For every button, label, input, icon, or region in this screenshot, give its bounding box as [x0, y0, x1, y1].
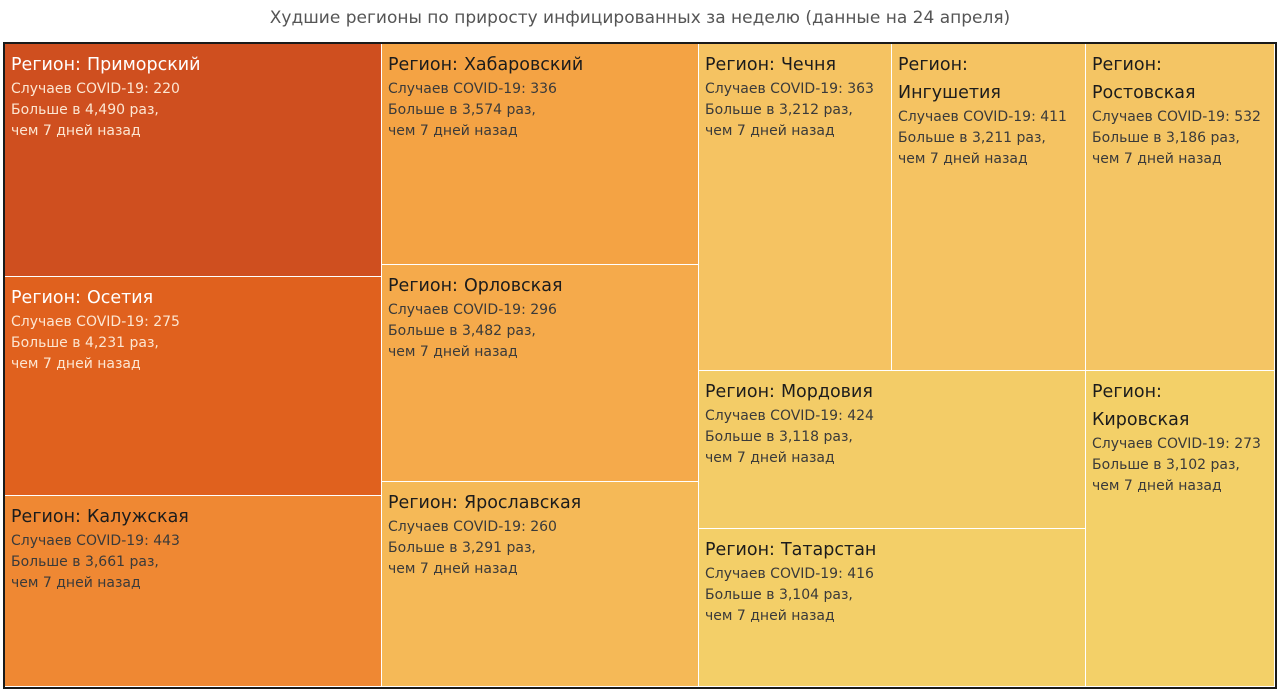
tile-ratio-tail: чем 7 дней назад [11, 575, 141, 591]
tile-region-value: Ярославская [463, 493, 582, 513]
treemap-tile[interactable]: Регион: Кировская Случаев COVID-19: 273 Бол… [1086, 371, 1275, 687]
tile-ratio: Больше в 3,482 раз, [388, 323, 536, 339]
tile-ratio: Больше в 3,118 раз, [705, 429, 853, 445]
tile-region-label: Регион: [11, 507, 81, 527]
tile-region-name: Регион: Ингушетия [898, 51, 1079, 107]
tile-region-value: Чечня [780, 55, 837, 75]
tile-cases: Случаев COVID-19: 220 [11, 81, 180, 97]
tile-region-label: Регион: [1092, 382, 1162, 402]
tile-region-name: Регион: Кировская [1092, 378, 1268, 434]
treemap: Регион: Приморский Случаев COVID-19: 220 Бо… [3, 42, 1277, 689]
tile-ratio: Больше в 3,291 раз, [388, 540, 536, 556]
tile-ratio: Больше в 3,102 раз, [1092, 457, 1240, 473]
treemap-tile[interactable]: Регион: Орловская Случаев COVID-19: 296 Бол… [382, 265, 699, 482]
treemap-tile[interactable]: Регион: Ярославская Случаев COVID-19: 260 Б… [382, 482, 699, 687]
tile-cases: Случаев COVID-19: 532 [1092, 109, 1261, 125]
tile-region-value: Кировская [1092, 410, 1190, 430]
tile-cases: Случаев COVID-19: 411 [898, 109, 1067, 125]
tile-region-label: Регион: [898, 55, 968, 75]
tile-cases: Случаев COVID-19: 336 [388, 81, 557, 97]
tile-region-name: Регион: Ярославская [388, 489, 692, 517]
tile-cases: Случаев COVID-19: 275 [11, 314, 180, 330]
tile-cases: Случаев COVID-19: 273 [1092, 436, 1261, 452]
tile-region-name: Регион: Орловская [388, 272, 692, 300]
chart-title: Худшие регионы по приросту инфицированны… [269, 8, 1011, 28]
tile-region-name: Регион: Чечня [705, 51, 885, 79]
treemap-tile[interactable]: Регион: Осетия Случаев COVID-19: 275 Больше… [5, 277, 382, 496]
treemap-tile[interactable]: Регион: Хабаровский Случаев COVID-19: 336 Б… [382, 44, 699, 265]
tile-ratio: Больше в 3,104 раз, [705, 587, 853, 603]
tile-region-label: Регион: [705, 382, 775, 402]
tile-region-label: Регион: [388, 55, 458, 75]
treemap-tile[interactable]: Регион: Ингушетия Случаев COVID-19: 411 Бол… [892, 44, 1086, 371]
tile-region-value: Орловская [463, 276, 563, 296]
tile-cases: Случаев COVID-19: 443 [11, 533, 180, 549]
tile-region-label: Регион: [11, 288, 81, 308]
tile-region-label: Регион: [705, 540, 775, 560]
tile-region-name: Регион: Ростовская [1092, 51, 1268, 107]
treemap-tile[interactable]: Регион: Приморский Случаев COVID-19: 220 Бо… [5, 44, 382, 277]
tile-region-value: Осетия [86, 288, 154, 308]
tile-ratio-tail: чем 7 дней назад [388, 561, 518, 577]
tile-region-name: Регион: Татарстан [705, 536, 1079, 564]
tile-ratio: Больше в 3,574 раз, [388, 102, 536, 118]
tile-region-value: Калужская [86, 507, 189, 527]
tile-ratio-tail: чем 7 дней назад [388, 344, 518, 360]
tile-ratio-tail: чем 7 дней назад [705, 123, 835, 139]
treemap-tile[interactable]: Регион: Мордовия Случаев COVID-19: 424 Боль… [699, 371, 1086, 529]
tile-cases: Случаев COVID-19: 260 [388, 519, 557, 535]
tile-region-label: Регион: [388, 276, 458, 296]
tile-ratio-tail: чем 7 дней назад [705, 450, 835, 466]
tile-ratio-tail: чем 7 дней назад [388, 123, 518, 139]
tile-ratio: Больше в 4,231 раз, [11, 335, 159, 351]
treemap-tile[interactable]: Регион: Чечня Случаев COVID-19: 363 Больше … [699, 44, 892, 371]
tile-ratio-tail: чем 7 дней назад [11, 123, 141, 139]
tile-region-name: Регион: Осетия [11, 284, 375, 312]
tile-cases: Случаев COVID-19: 424 [705, 408, 874, 424]
tile-ratio: Больше в 3,661 раз, [11, 554, 159, 570]
treemap-tile[interactable]: Регион: Калужская Случаев COVID-19: 443 Бол… [5, 496, 382, 687]
tile-region-label: Регион: [1092, 55, 1162, 75]
tile-region-name: Регион: Калужская [11, 503, 375, 531]
treemap-tile[interactable]: Регион: Ростовская Случаев COVID-19: 532 Бо… [1086, 44, 1275, 371]
tile-ratio: Больше в 3,211 раз, [898, 130, 1046, 146]
tile-ratio: Больше в 3,186 раз, [1092, 130, 1240, 146]
tile-cases: Случаев COVID-19: 296 [388, 302, 557, 318]
tile-region-value: Хабаровский [463, 55, 584, 75]
treemap-tile[interactable]: Регион: Татарстан Случаев COVID-19: 416 Бол… [699, 529, 1086, 687]
tile-region-label: Регион: [388, 493, 458, 513]
tile-ratio: Больше в 3,212 раз, [705, 102, 853, 118]
tile-cases: Случаев COVID-19: 416 [705, 566, 874, 582]
tile-region-value: Ростовская [1092, 83, 1196, 103]
tile-ratio-tail: чем 7 дней назад [1092, 151, 1222, 167]
tile-ratio-tail: чем 7 дней назад [11, 356, 141, 372]
tile-region-value: Татарстан [780, 540, 877, 560]
tile-ratio-tail: чем 7 дней назад [898, 151, 1028, 167]
tile-ratio: Больше в 4,490 раз, [11, 102, 159, 118]
tile-region-label: Регион: [705, 55, 775, 75]
tile-region-name: Регион: Приморский [11, 51, 375, 79]
tile-region-label: Регион: [11, 55, 81, 75]
tile-ratio-tail: чем 7 дней назад [1092, 478, 1222, 494]
tile-region-name: Регион: Хабаровский [388, 51, 692, 79]
tile-cases: Случаев COVID-19: 363 [705, 81, 874, 97]
tile-ratio-tail: чем 7 дней назад [705, 608, 835, 624]
tile-region-name: Регион: Мордовия [705, 378, 1079, 406]
tile-region-value: Приморский [86, 55, 201, 75]
tile-region-value: Мордовия [780, 382, 873, 402]
tile-region-value: Ингушетия [898, 83, 1001, 103]
